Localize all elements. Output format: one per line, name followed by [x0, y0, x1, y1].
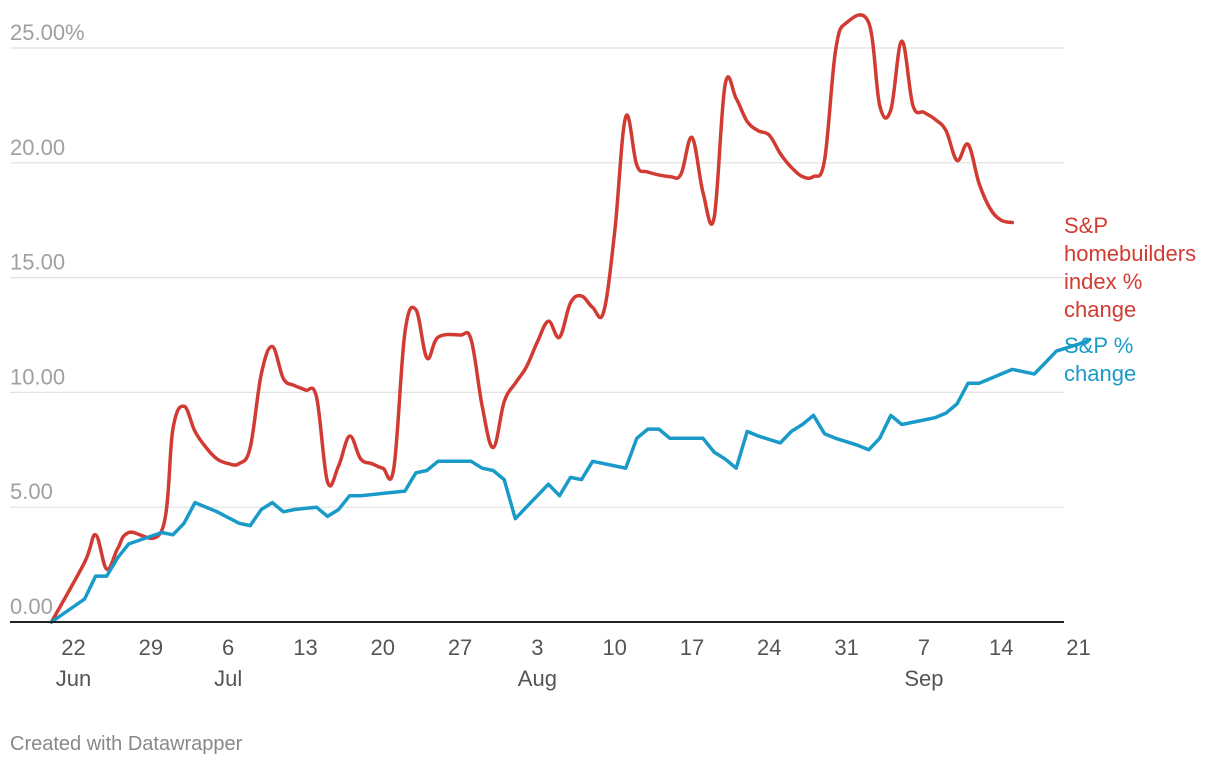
y-tick-label: 25.00%: [10, 20, 85, 45]
x-tick-label: 22: [61, 635, 85, 660]
x-tick-label: 7: [918, 635, 930, 660]
x-tick-label: 13: [293, 635, 317, 660]
credit-text: Created with Datawrapper: [10, 733, 243, 755]
x-tick-label: 24: [757, 635, 781, 660]
x-month-label: Sep: [904, 666, 943, 691]
series-lines: [49, 13, 1092, 624]
x-tick-label: 27: [448, 635, 472, 660]
x-month-label: Jul: [214, 666, 242, 691]
x-tick-label: 21: [1066, 635, 1090, 660]
x-tick-label: 31: [834, 635, 858, 660]
series-label-line: change: [1064, 361, 1136, 386]
y-tick-label: 5.00: [10, 479, 53, 504]
y-tick-label: 20.00: [10, 135, 65, 160]
gridlines: [10, 47, 1064, 508]
x-tick-label: 29: [139, 635, 163, 660]
x-axis-ticks: 22 29 6 13 20 27 3 10 17 24 31 7 14 21 Jun Jul Aug Sep: [56, 635, 1091, 691]
x-tick-label: 3: [531, 635, 543, 660]
series-label-line: change: [1064, 297, 1136, 322]
series-label-line: S&P %: [1064, 333, 1133, 358]
x-tick-label: 6: [222, 635, 234, 660]
y-tick-label: 15.00: [10, 250, 65, 275]
y-axis-ticks: 0.00 5.00 10.00 15.00 20.00 25.00%: [10, 20, 85, 619]
x-month-label: Aug: [518, 666, 557, 691]
x-month-label: Jun: [56, 666, 91, 691]
y-tick-label: 0.00: [10, 594, 53, 619]
series-label-line: homebuilders: [1064, 241, 1196, 266]
series-label-sp: S&P % change: [1064, 333, 1136, 386]
series-label-line: S&P: [1064, 213, 1108, 238]
x-tick-label: 17: [680, 635, 704, 660]
y-tick-label: 10.00: [10, 364, 65, 389]
series-line-homebuilders: [49, 13, 1015, 624]
series-line-sp: [49, 337, 1092, 624]
series-label-homebuilders: S&P homebuilders index % change: [1064, 213, 1196, 322]
series-label-line: index %: [1064, 269, 1142, 294]
x-tick-label: 10: [602, 635, 626, 660]
x-tick-label: 14: [989, 635, 1013, 660]
x-tick-label: 20: [371, 635, 395, 660]
series-labels: S&P homebuilders index % change S&P % change: [1064, 213, 1196, 386]
